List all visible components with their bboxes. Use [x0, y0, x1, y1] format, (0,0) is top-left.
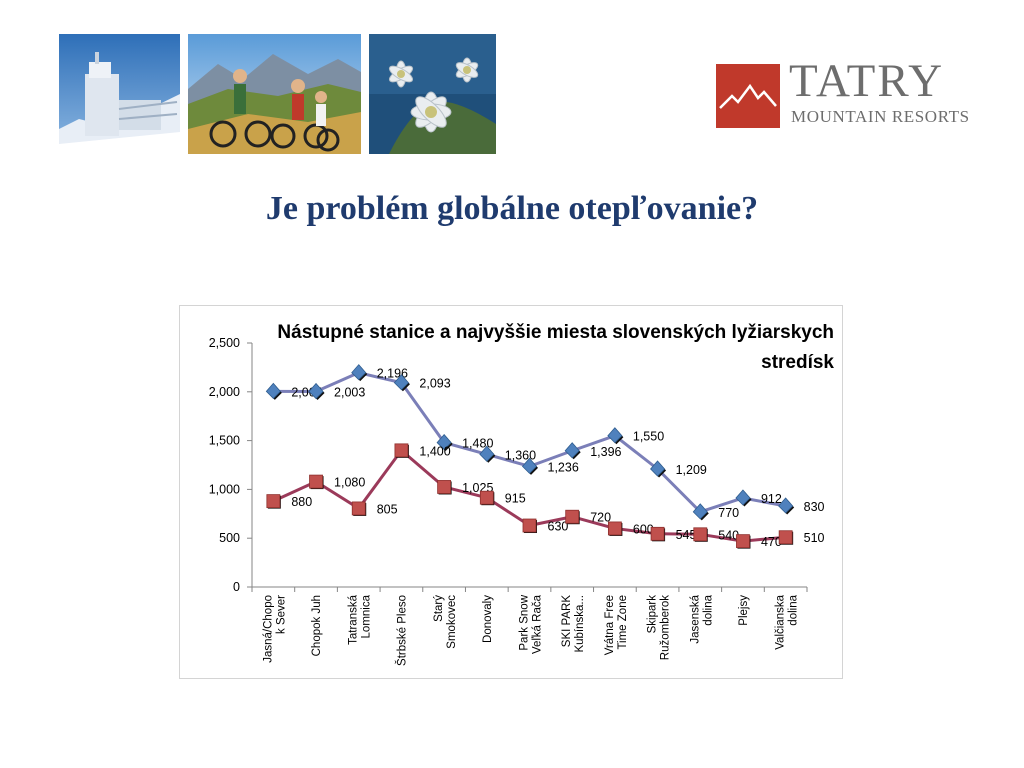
series-1-marker: [479, 445, 495, 462]
series-1-marker: [607, 427, 623, 444]
series-2-marker: [351, 501, 366, 516]
data-label: 805: [377, 502, 398, 516]
data-label: 912: [761, 492, 782, 506]
series-2-marker: [565, 509, 580, 524]
x-category-label: Chopok Juh: [311, 595, 323, 656]
data-label: 1,396: [590, 445, 621, 459]
series-2-marker: [650, 526, 665, 541]
series-2-marker: [693, 527, 708, 542]
x-category-label: Valčianskadolina: [775, 594, 800, 649]
logo-mountain-mark: [716, 64, 780, 128]
series-2-marker: [522, 518, 537, 533]
data-label: 770: [718, 506, 739, 520]
y-tick-label: 2,000: [209, 385, 240, 399]
data-label: 1,400: [419, 444, 450, 458]
data-label: 1,360: [505, 448, 536, 462]
data-label: 630: [548, 520, 569, 534]
data-label: 830: [804, 500, 825, 514]
x-category-label: StarýSmokovec: [433, 595, 458, 649]
x-category-label: Plejsy: [738, 595, 750, 626]
x-category-label: Donovaly: [482, 595, 494, 643]
series-2-marker: [437, 480, 452, 494]
data-label: 2,003: [334, 386, 365, 400]
data-label: 1,209: [676, 463, 707, 477]
data-label: 510: [804, 531, 825, 545]
data-label: 540: [718, 528, 739, 542]
x-category-label: Štrbské Pleso: [395, 595, 408, 666]
series-1-marker: [778, 497, 794, 514]
x-category-label: Park SnowVeľká Rača: [519, 594, 544, 654]
y-tick-label: 0: [233, 580, 240, 594]
series-2-marker: [309, 474, 323, 489]
x-category-label: SkiparkRužomberok: [647, 595, 672, 660]
series-1-marker: [393, 374, 409, 391]
series-1-marker: [436, 433, 452, 451]
mountain-bikers-photo: [188, 34, 361, 154]
data-label: 1,080: [334, 476, 365, 490]
data-label: 1,236: [548, 460, 579, 474]
mountain-weather-station-photo: [59, 34, 180, 154]
chart-frame: Nástupné stanice a najvyššie miesta slov…: [179, 305, 843, 679]
series-1-marker: [265, 382, 281, 399]
series-1-marker: [650, 460, 666, 477]
data-label: 2,093: [419, 377, 450, 391]
series-1-marker: [564, 442, 580, 459]
x-category-label: Jasenskádolina: [689, 594, 714, 643]
data-label: 1,550: [633, 430, 664, 444]
series-1-marker: [521, 457, 538, 474]
y-tick-label: 1,000: [209, 482, 240, 496]
tatry-logo: TATRY MOUNTAIN RESORTS: [716, 58, 976, 128]
x-category-label: Jasná/Chopok Sever: [262, 595, 287, 663]
series-2-marker: [736, 534, 750, 549]
data-label: 545: [676, 528, 697, 542]
edelweiss-flower-photo: [369, 34, 496, 154]
x-category-label: TatranskáLomnica: [348, 594, 373, 644]
y-tick-label: 2,500: [209, 336, 240, 350]
series-1-marker: [351, 364, 367, 381]
data-label: 880: [291, 495, 312, 509]
data-label: 915: [505, 492, 526, 506]
y-tick-label: 1,500: [209, 434, 240, 448]
x-category-label: SKI PARKKubínska...: [561, 595, 586, 653]
series-1-marker: [692, 503, 708, 520]
series-2-marker: [607, 521, 622, 536]
data-label: 600: [633, 522, 654, 536]
line-chart: 0 500 1,000 1,500 2,000 2,500 Jasná/Chopok Sev…: [209, 336, 825, 666]
series-1-marker: [735, 489, 751, 506]
x-category-label: Vrátna FreeTime Zone: [604, 595, 629, 655]
data-label: 720: [590, 511, 611, 525]
logo-subtitle: MOUNTAIN RESORTS: [791, 107, 970, 126]
series-2-marker: [479, 490, 494, 505]
chart-title: Nástupné stanice a najvyššie miesta slov…: [277, 322, 834, 373]
series-2-marker: [266, 494, 281, 509]
data-label: 470: [761, 535, 782, 549]
series-2-marker: [394, 443, 409, 458]
slide-title: Je problém globálne otepľovanie?: [265, 190, 759, 227]
series-2-marker: [778, 530, 793, 545]
y-tick-label: 500: [219, 531, 240, 545]
logo-wordmark: TATRY: [789, 55, 945, 107]
series-1-marker: [308, 382, 324, 400]
